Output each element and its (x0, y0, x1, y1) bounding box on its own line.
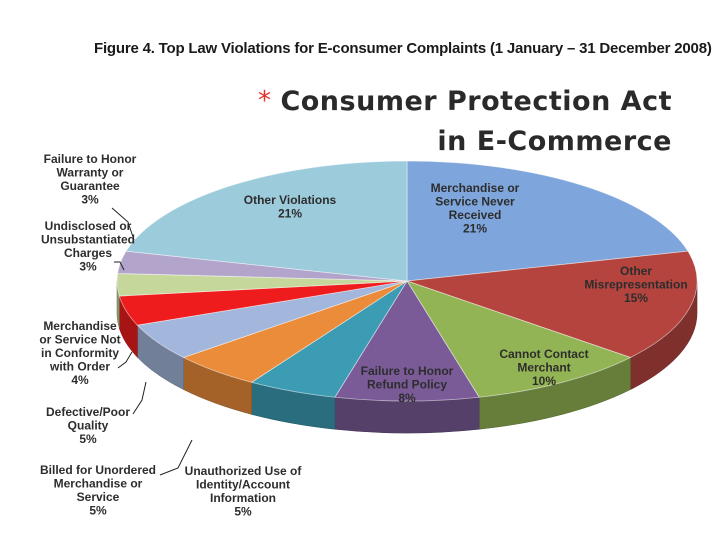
slice-label-line: 10% (532, 374, 556, 388)
slice-label-line: 5% (89, 504, 107, 518)
slice-label-3: Cannot Contact Merchant 10% (499, 347, 588, 388)
slice-2 (406, 250, 698, 358)
leader-line-5 (111, 207, 135, 241)
slice-3 (406, 280, 632, 398)
slice-label-line: Received (449, 208, 502, 222)
slice-label-line: 3% (81, 193, 99, 207)
slice-label-line: 4% (71, 373, 89, 387)
slice-label-line: Failure to Honor (361, 364, 454, 378)
slice-label-7: Defective/Poor Quality 5% (46, 405, 130, 446)
heading-line-1: Consumer Protection Act (280, 86, 672, 117)
pie-top (116, 160, 698, 402)
slice-label-line: 8% (398, 391, 416, 405)
slice-label-line: Identity/Account (196, 478, 290, 492)
slice-label-line: Cannot Contact (499, 347, 588, 361)
slice-label-line: Service (77, 490, 120, 504)
slice-label-line: Warranty or (57, 166, 124, 180)
leader-line-3 (117, 351, 133, 369)
slice-label-line: 21% (463, 222, 487, 236)
slice-label-line: Refund Policy (367, 378, 447, 392)
slice-label-line: Service Never (435, 195, 515, 209)
slice-label-line: 15% (624, 291, 648, 305)
slice-labels: Merchandise or Service Never Received 21%Ot… (39, 152, 687, 519)
slice-label-line: Unauthorized Use of (185, 464, 303, 478)
slice-label-8: Merchandise or Service Not in Conformity wi… (39, 319, 120, 387)
slice-label-line: Billed for Unordered (40, 463, 156, 477)
leader-line-4 (114, 261, 125, 271)
slice-label-line: Defective/Poor (46, 405, 130, 419)
leader-lines (111, 207, 193, 476)
slice-label-line: Merchant (517, 361, 570, 375)
slice-label-10: Failure to Honor Warranty or Guarantee 3% (44, 152, 137, 207)
slice-label-line: Quality (68, 419, 109, 433)
slice-label-line: Undisclosed or (45, 219, 132, 233)
leader-line-2 (132, 381, 147, 415)
slice-label-11: Other Violations 21% (244, 193, 337, 221)
slice-label-line: with Order (49, 360, 110, 374)
slice-label-line: in Conformity (41, 346, 119, 360)
slice-label-line: Other Violations (244, 193, 337, 207)
slice-1 (406, 160, 689, 282)
slice-label-line: Charges (64, 246, 112, 260)
slice-4 (334, 280, 480, 402)
slice-label-5: Unauthorized Use of Identity/Account Infor… (185, 464, 303, 519)
slice-label-line: or Service Not (39, 333, 120, 347)
slice-label-line: Unsubstantiated (41, 233, 135, 247)
slice-label-6: Billed for Unordered Merchandise or Servic… (40, 463, 156, 518)
slice-label-9: Undisclosed or Unsubstantiated Charges 3% (41, 219, 135, 274)
slice-label-line: 21% (278, 207, 302, 221)
slice-label-line: 5% (79, 432, 97, 446)
slice-label-2: Other Misrepresentation 15% (584, 264, 687, 305)
slice-label-line: 5% (234, 505, 252, 519)
slice-label-4: Failure to Honor Refund Policy 8% (361, 364, 454, 405)
slice-label-line: Merchandise or (54, 477, 143, 491)
slice-label-line: Merchandise (43, 319, 117, 333)
slice-11 (125, 160, 408, 282)
slice-label-line: Failure to Honor (44, 152, 137, 166)
slice-label-line: Information (210, 491, 276, 505)
leader-line-1 (159, 439, 193, 476)
slice-label-1: Merchandise or Service Never Received 21% (431, 181, 520, 236)
slice-label-line: Misrepresentation (584, 278, 687, 292)
slice-label-line: Guarantee (60, 179, 120, 193)
figure-title: Figure 4. Top Law Violations for E-consu… (94, 40, 712, 57)
slice-label-line: Merchandise or (431, 181, 520, 195)
heading-line-2: in E-Commerce (437, 126, 672, 157)
slice-label-line: Other (620, 264, 652, 278)
heading-bullet: * (258, 86, 271, 116)
slice-label-line: 3% (79, 260, 97, 274)
